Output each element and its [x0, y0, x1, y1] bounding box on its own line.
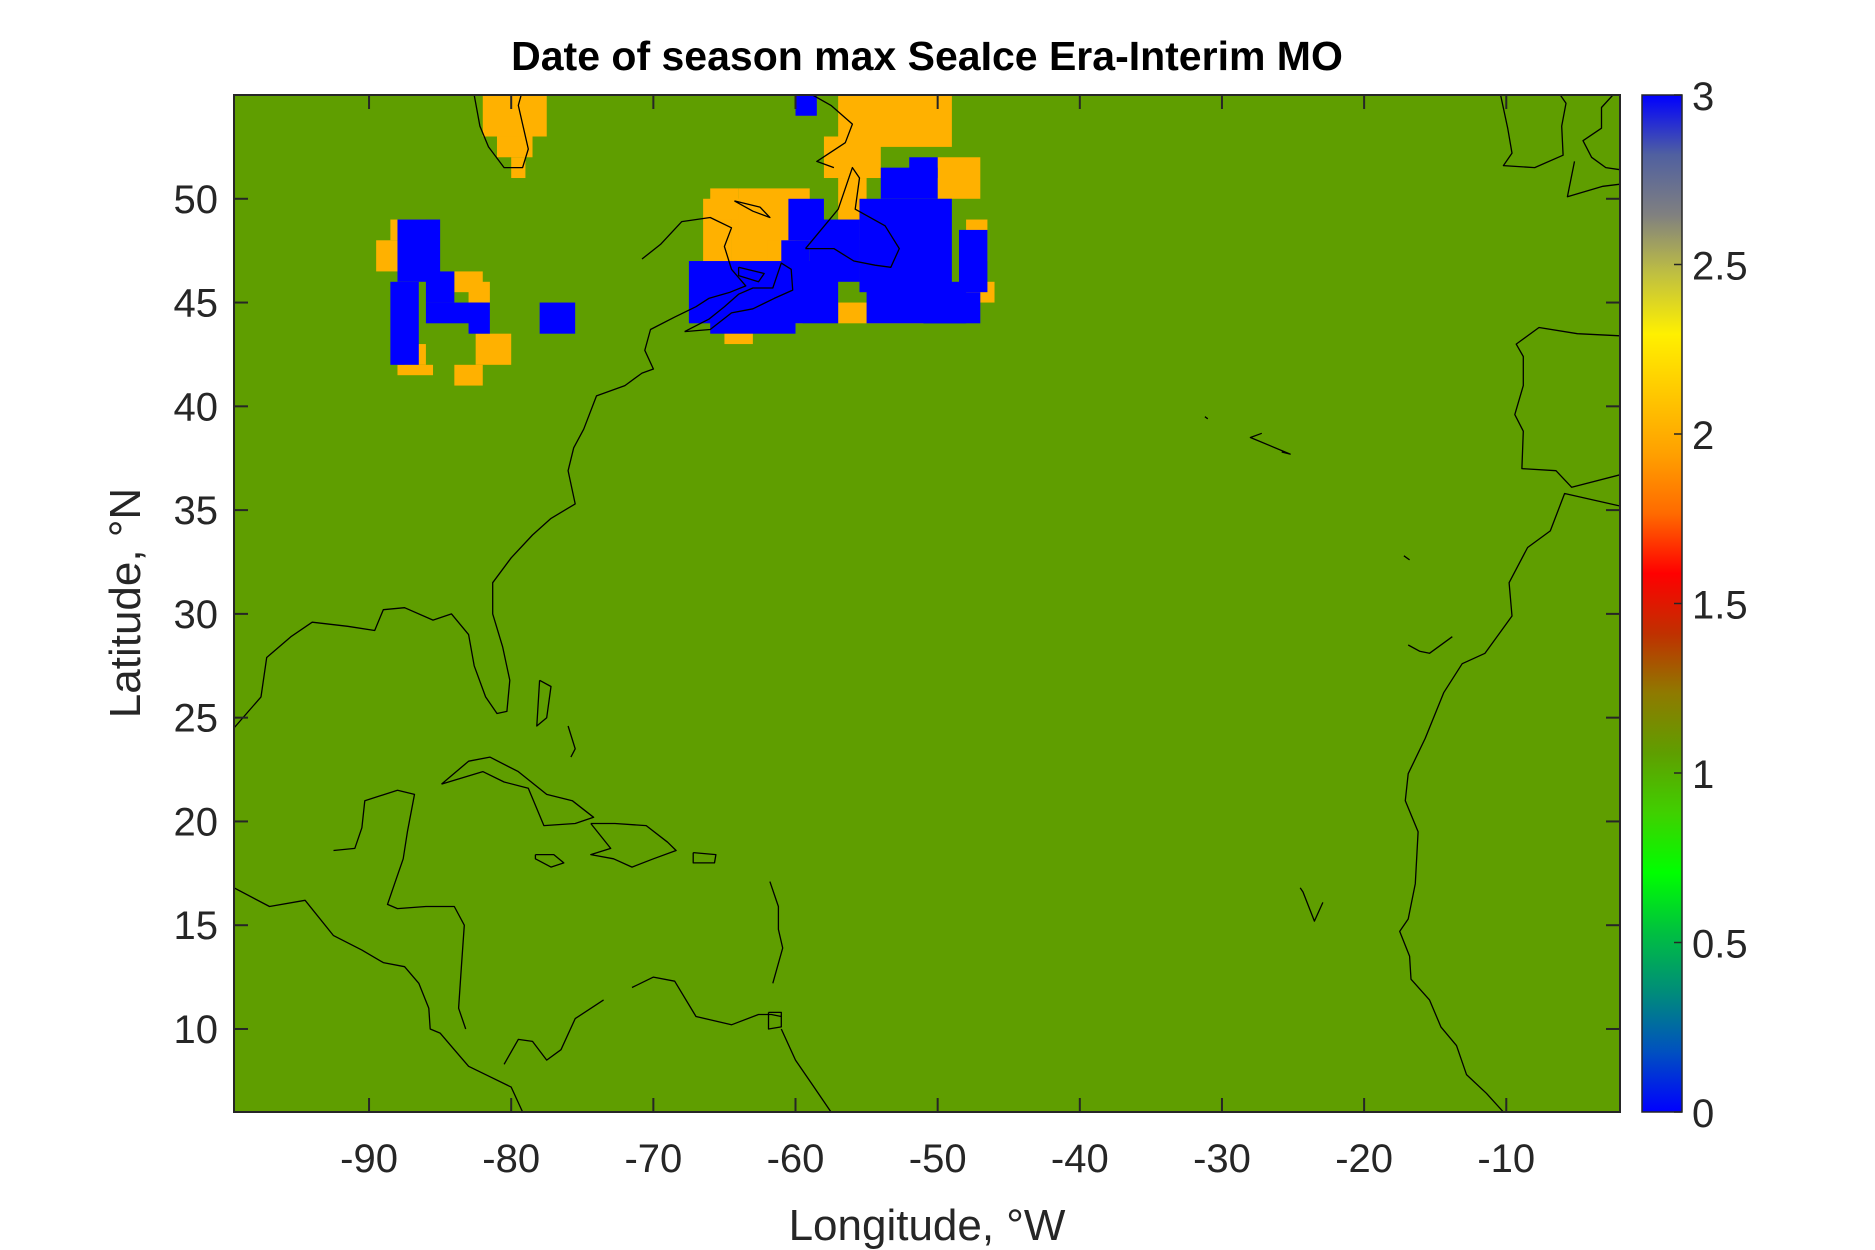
- region-cell: [397, 219, 441, 282]
- y-tick-label: 35: [174, 489, 219, 533]
- region-cell: [710, 312, 796, 334]
- region-cell: [909, 157, 938, 179]
- coastline-path: [1566, 161, 1620, 198]
- coastline-path: [1407, 636, 1453, 654]
- region-cell: [454, 364, 483, 386]
- colorbar-tick-label: 2: [1692, 414, 1714, 458]
- region-cell: [496, 136, 533, 158]
- region-cell: [923, 292, 981, 324]
- colorbar-tick-label: 0.5: [1692, 923, 1748, 967]
- region-cell: [468, 281, 490, 303]
- x-tick-label: -40: [1051, 1137, 1109, 1181]
- region-cell: [823, 136, 881, 179]
- y-tick-label: 10: [174, 1008, 219, 1052]
- coastline-path: [536, 679, 552, 727]
- coastline-path: [503, 999, 604, 1065]
- x-tick-label: -80: [482, 1137, 540, 1181]
- region-cell: [468, 302, 490, 334]
- colorbar: 0 0.5 1 1.5 2 2.5 3: [1641, 75, 1748, 1136]
- coastline-path: [692, 851, 717, 864]
- coastline-path: [1514, 326, 1620, 488]
- y-axis-label: Latitude, °N: [101, 488, 150, 718]
- x-tick-label: -70: [624, 1137, 682, 1181]
- coastline-path: [473, 95, 529, 169]
- coastline-path: [734, 200, 771, 219]
- map-plot-area: -90 -80 -70 -60 -50 -40 -30 -20 -10 10 15 20 25 30 35…: [174, 94, 1621, 1181]
- map-title: Date of season max SeaIce Era-Interim MO: [511, 33, 1343, 79]
- region-cell: [958, 229, 988, 293]
- colorbar-tick-label: 3: [1692, 75, 1714, 119]
- sea-ice-regions: [376, 95, 995, 386]
- coastline-path: [1249, 432, 1291, 455]
- coastline-path: [1403, 555, 1410, 561]
- region-cell: [482, 95, 547, 137]
- coastline-path: [590, 822, 677, 868]
- x-tick-label: -90: [340, 1137, 398, 1181]
- x-tick-label: -10: [1477, 1137, 1535, 1181]
- coastline-path: [769, 881, 784, 984]
- coastline-path: [567, 725, 576, 758]
- y-tick-label: 20: [174, 800, 219, 844]
- y-tick-label: 15: [174, 904, 219, 948]
- colorbar-tick-label: 1.5: [1692, 584, 1748, 628]
- coastline-path: [780, 1028, 832, 1112]
- coastline-path: [684, 262, 794, 333]
- coastline-path: [804, 166, 900, 268]
- region-cell: [781, 240, 810, 282]
- region-cell: [795, 95, 817, 116]
- colorbar-tick-label: 2.5: [1692, 245, 1748, 289]
- x-axis-label: Longitude, °W: [789, 1201, 1066, 1250]
- region-labrador-sea-and-newfoundland-value-3: [688, 95, 988, 334]
- region-cell: [809, 219, 860, 282]
- coastline-path: [1399, 492, 1620, 1112]
- x-tick-label: -50: [909, 1137, 967, 1181]
- coastline-path: [812, 95, 854, 169]
- coastline-path: [534, 853, 565, 868]
- coastline-path: [333, 789, 467, 1030]
- region-cell: [397, 364, 434, 376]
- colorbar-ticks: 0 0.5 1 1.5 2 2.5 3: [1674, 75, 1748, 1136]
- region-cell: [475, 333, 512, 365]
- y-tick-label: 25: [174, 697, 219, 741]
- region-cell: [937, 157, 981, 199]
- x-tick-label: -20: [1335, 1137, 1393, 1181]
- coastline-path: [631, 976, 782, 1026]
- coastlines: [234, 95, 1620, 1112]
- region-cell: [539, 302, 576, 334]
- y-tick-label: 40: [174, 385, 219, 429]
- y-tick-label: 45: [174, 282, 219, 326]
- region-cell: [390, 281, 419, 365]
- region-great-lakes-value-3: [390, 219, 576, 365]
- coastline-path: [1499, 95, 1567, 169]
- region-cell: [425, 271, 455, 303]
- x-tick-label: -30: [1193, 1137, 1251, 1181]
- colorbar-tick-label: 0: [1692, 1092, 1714, 1136]
- region-cell: [859, 198, 952, 293]
- y-tick-label: 30: [174, 593, 219, 637]
- coastline-path: [1204, 416, 1209, 420]
- y-tick-label: 50: [174, 178, 219, 222]
- coastline-path: [767, 1011, 782, 1030]
- x-axis-ticks: -90 -80 -70 -60 -50 -40 -30 -20 -10: [340, 95, 1535, 1181]
- map-frame: [233, 94, 1621, 1113]
- coastline-path: [441, 756, 595, 827]
- colorbar-tick-label: 1: [1692, 753, 1714, 797]
- y-axis-ticks: 10 15 20 25 30 35 40 45 50: [174, 178, 1620, 1052]
- coastline-path: [234, 216, 747, 729]
- coastline-path: [1299, 887, 1324, 922]
- region-cell: [710, 188, 739, 220]
- coastline-path: [234, 887, 524, 1112]
- coastline-path: [1582, 95, 1620, 171]
- coastline-path: [737, 266, 765, 283]
- x-tick-label: -60: [767, 1137, 825, 1181]
